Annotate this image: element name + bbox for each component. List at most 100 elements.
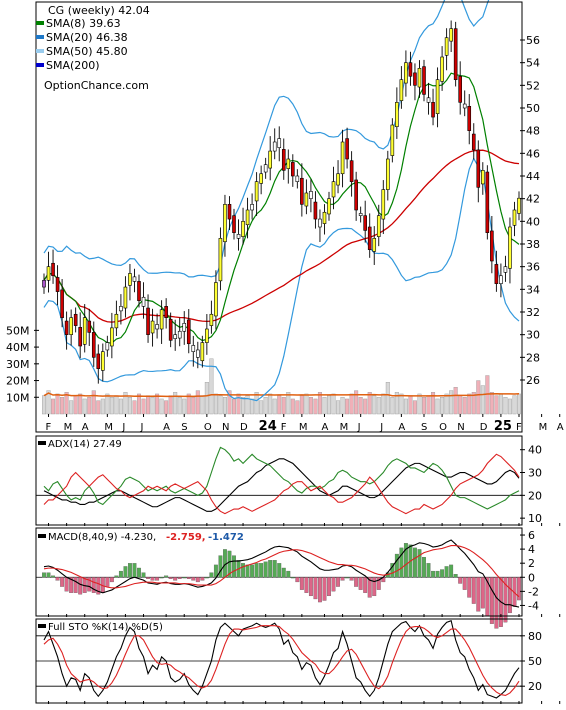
candle-body: [331, 181, 336, 198]
candle-body: [458, 75, 462, 103]
macd-histogram-bar: [150, 577, 155, 581]
volume-bar: [286, 392, 291, 415]
macd-histogram-bar: [118, 570, 123, 578]
volume-bar: [82, 398, 87, 415]
candle-body: [395, 102, 399, 128]
x-axis-label: A: [321, 422, 328, 433]
price-tick-label: 56: [526, 34, 540, 47]
macd-tick-label: 6: [528, 529, 535, 542]
macd-histogram-bar: [73, 577, 78, 593]
macd-histogram-bar: [508, 577, 512, 614]
volume-bar: [331, 393, 336, 415]
adx-swatch: [38, 441, 46, 445]
x-axis-label: D: [240, 422, 248, 433]
macd-histogram-bar: [318, 577, 322, 603]
volume-bar: [231, 398, 236, 415]
volume-bar: [299, 395, 304, 415]
macd-histogram-bar: [109, 577, 114, 583]
macd-histogram-bar: [186, 577, 191, 579]
panel-frame: [35, 527, 523, 617]
x-axis-label: M: [340, 422, 349, 433]
adx-di-line: [43, 453, 520, 515]
candle-body: [123, 286, 128, 309]
price-tick-label: 40: [526, 215, 540, 228]
candle-body: [250, 204, 254, 211]
x-axis-label: 25: [494, 419, 512, 434]
volume-bar: [489, 392, 494, 415]
x-axis-label: M: [299, 422, 308, 433]
macd-tick-label: 0: [528, 571, 535, 584]
volume-bar: [277, 395, 282, 415]
x-axis-label: F: [46, 422, 52, 433]
candle-body: [390, 124, 395, 156]
candle-body: [214, 282, 218, 317]
volume-bar: [363, 398, 368, 415]
x-axis-label: A: [163, 422, 170, 433]
volume-bar: [195, 390, 200, 415]
macd-histogram-bar: [173, 577, 178, 581]
price-tick-label: 44: [526, 170, 540, 183]
macd-histogram-bar: [462, 577, 467, 590]
volume-tick-label: 10M: [6, 391, 30, 404]
volume-bar: [390, 397, 395, 415]
volume-bar: [268, 393, 273, 415]
macd-histogram-bar: [182, 577, 187, 579]
candle-body: [462, 103, 467, 109]
volume-bar: [236, 393, 241, 415]
macd-histogram-bar: [232, 555, 236, 578]
candle-body: [132, 276, 137, 282]
volume-bar: [471, 392, 476, 415]
candle-body: [186, 319, 191, 345]
volume-bar: [503, 397, 508, 415]
candle-body: [313, 201, 318, 220]
volume-bar: [444, 393, 449, 415]
volume-bar: [141, 398, 146, 415]
macd-histogram-bar: [55, 577, 60, 581]
candle-body: [431, 102, 435, 118]
price-tick-label: 46: [526, 147, 540, 160]
candle-body: [485, 171, 490, 233]
macd-histogram-bar: [517, 577, 521, 601]
candle-body: [73, 313, 78, 326]
volume-bar: [345, 398, 350, 415]
x-axis-label: F: [281, 422, 287, 433]
sma8-line: [43, 72, 520, 344]
candle-body: [218, 238, 223, 282]
macd-histogram-bar: [494, 577, 499, 629]
macd-histogram-bar: [449, 564, 454, 578]
candle-body: [295, 175, 300, 182]
candle-body: [227, 204, 232, 220]
x-axis-label: D: [480, 422, 488, 433]
legend-swatch-sma8: [36, 21, 44, 25]
candle-body: [413, 72, 417, 86]
candle-body: [177, 330, 182, 339]
candle-body: [91, 332, 96, 358]
candle-body: [494, 264, 499, 284]
adx-tick-label: 20: [528, 489, 542, 502]
volume-bar: [132, 400, 137, 415]
candle-body: [309, 191, 313, 199]
stoch-tick-label: 20: [528, 680, 542, 693]
candle-body: [245, 209, 250, 226]
candle-body: [367, 226, 372, 250]
candle-body: [481, 170, 485, 185]
x-axis-label: J: [357, 422, 361, 433]
price-tick-label: 26: [526, 374, 540, 387]
volume-bar: [96, 400, 101, 415]
macd-histogram-bar: [299, 577, 304, 590]
volume-bar: [55, 393, 60, 415]
macd-histogram-bar: [467, 577, 472, 598]
candle-body: [82, 317, 87, 345]
macd-histogram-bar: [227, 550, 232, 578]
candle-body: [146, 307, 150, 335]
stoch-tick-label: 80: [528, 630, 542, 643]
macd-histogram-bar: [137, 567, 141, 578]
macd-hist-label: -1.472: [208, 532, 244, 543]
candle-body: [404, 62, 408, 84]
legend: CG (weekly) 42.04 SMA(8) 39.63 SMA(20) 4…: [36, 4, 150, 92]
candle-body: [281, 149, 286, 171]
candle-body: [87, 320, 92, 333]
macd-histogram-bar: [394, 553, 399, 578]
adx-tick-label: 40: [528, 444, 542, 457]
candle-body: [69, 317, 73, 335]
